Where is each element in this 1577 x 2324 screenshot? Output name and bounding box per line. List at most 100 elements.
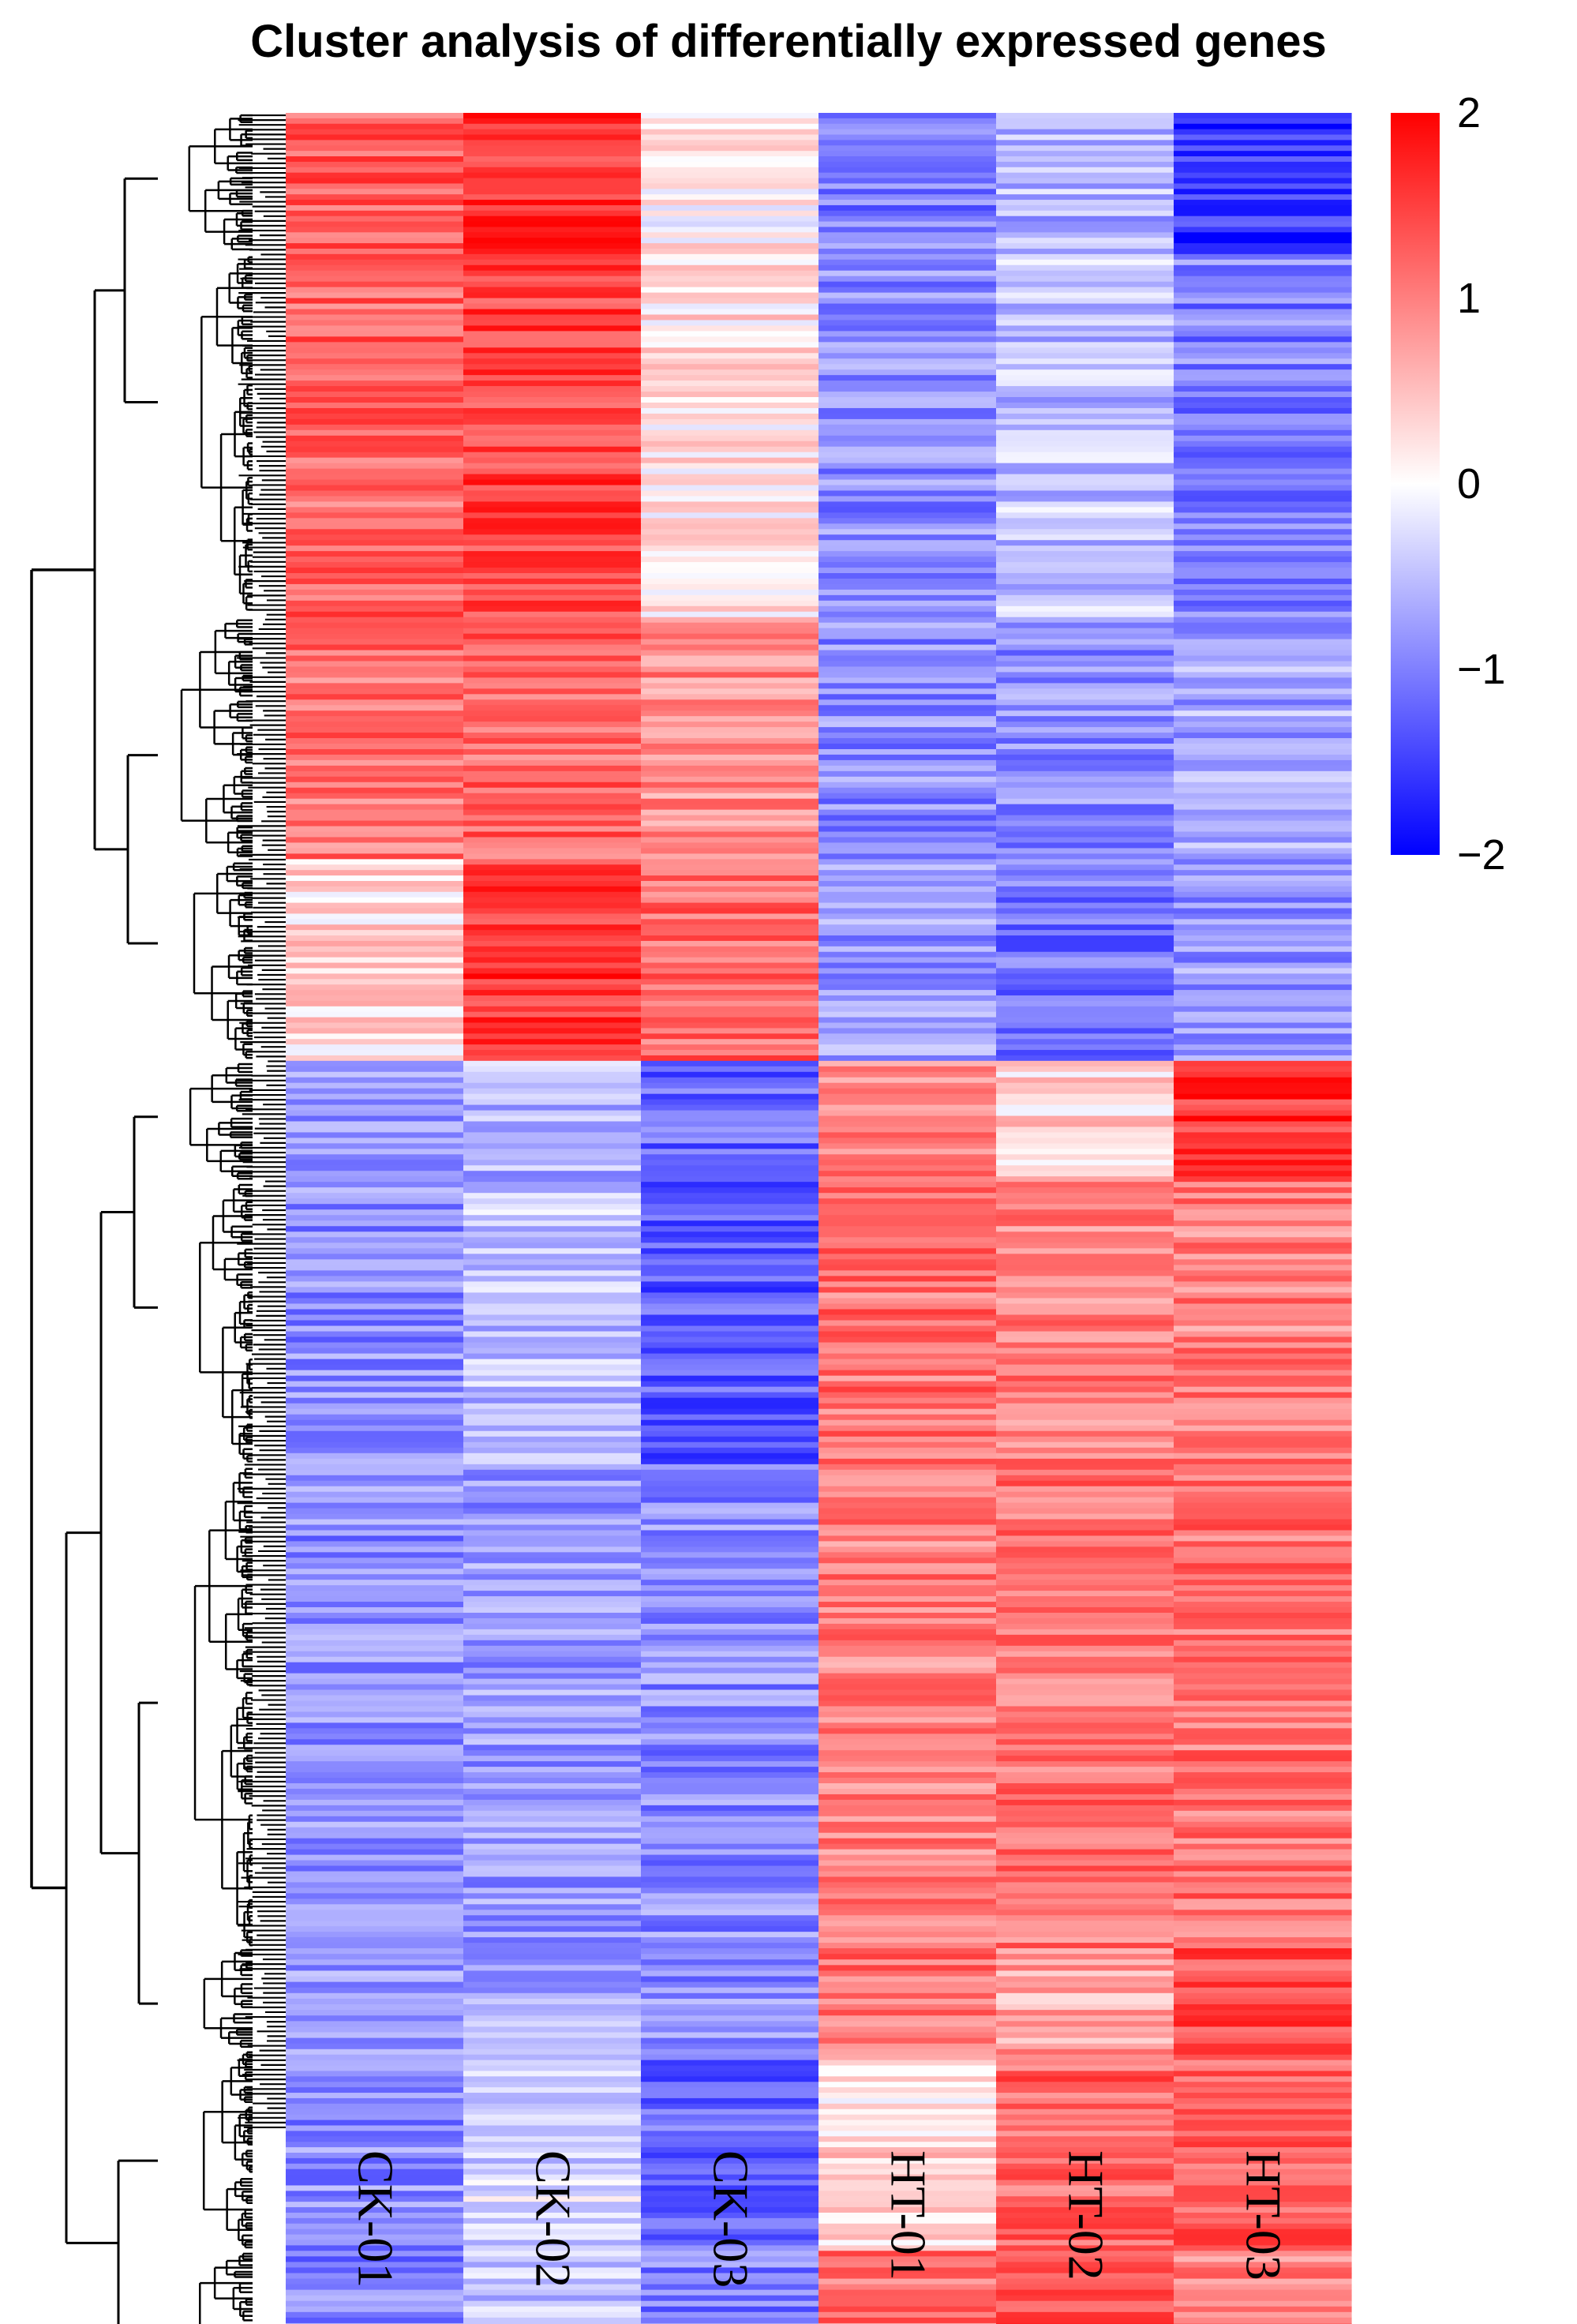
heatmap-cell [286, 446, 464, 453]
heatmap-cell [286, 1541, 464, 1547]
heatmap-cell [996, 1805, 1174, 1812]
heatmap-cell [463, 1959, 642, 1966]
heatmap-cell [818, 1667, 997, 1674]
heatmap-cell [286, 189, 464, 195]
heatmap-cell [1174, 2256, 1352, 2262]
heatmap-cell [463, 940, 642, 947]
heatmap-cell [818, 358, 997, 365]
heatmap-cell [818, 1673, 997, 1680]
heatmap-cell [1174, 2108, 1352, 2116]
heatmap-cell [818, 1656, 997, 1663]
heatmap-cell [463, 2060, 642, 2067]
heatmap-cell [1174, 1353, 1352, 1360]
heatmap-cell [996, 2202, 1174, 2208]
heatmap-cell [818, 1799, 997, 1806]
heatmap-cell [463, 1756, 642, 1762]
heatmap-cell [1174, 902, 1352, 909]
heatmap-cell [818, 1662, 997, 1669]
heatmap-cell [641, 1452, 819, 1460]
heatmap-cell [996, 1160, 1174, 1166]
heatmap-cell [818, 864, 997, 871]
heatmap-cell [641, 995, 819, 1002]
heatmap-cell [818, 1783, 997, 1790]
heatmap-cell [818, 2136, 997, 2142]
heatmap-cell [996, 1028, 1174, 1034]
heatmap-cell [286, 2153, 464, 2159]
heatmap-cell [818, 1717, 997, 1723]
heatmap-cell [1174, 2093, 1352, 2099]
heatmap-cell [641, 897, 819, 904]
heatmap-cell [463, 913, 642, 920]
heatmap-cell [996, 2185, 1174, 2191]
heatmap-cell [641, 2065, 819, 2072]
heatmap-cell [818, 1060, 997, 1067]
heatmap-cell [641, 1486, 819, 1493]
heatmap-cell [1174, 2180, 1352, 2187]
heatmap-cell [641, 1585, 819, 1591]
heatmap-cell [818, 995, 997, 1002]
heatmap-cell [463, 309, 642, 316]
heatmap-cell [641, 407, 819, 414]
heatmap-cell [641, 1370, 819, 1377]
heatmap-cell [1174, 1115, 1352, 1123]
heatmap-cell [463, 331, 642, 337]
heatmap-cell [818, 1954, 997, 1960]
heatmap-cell [996, 1700, 1174, 1707]
heatmap-cell [1174, 759, 1352, 767]
heatmap-cell [641, 1607, 819, 1614]
heatmap-cell [641, 1816, 819, 1823]
heatmap-cell [1174, 1408, 1352, 1415]
heatmap-cell [996, 1706, 1174, 1713]
heatmap-cell [1174, 831, 1352, 838]
heatmap-cell [1174, 639, 1352, 646]
heatmap-cell [818, 309, 997, 316]
heatmap-cell [641, 2060, 819, 2067]
heatmap-cell [641, 979, 819, 985]
heatmap-cell [463, 1243, 642, 1249]
heatmap-cell [996, 683, 1174, 689]
heatmap-cell [463, 1948, 642, 1955]
heatmap-cell [818, 1403, 997, 1410]
heatmap-cell [286, 1447, 464, 1454]
heatmap-cell [1174, 1044, 1352, 1051]
heatmap-cell [286, 287, 464, 294]
heatmap-cell [463, 870, 642, 876]
heatmap-cell [463, 413, 642, 420]
heatmap-cell [1174, 716, 1352, 722]
heatmap-cell [641, 1871, 819, 1878]
heatmap-cell [818, 1298, 997, 1305]
heatmap-cell [641, 694, 819, 700]
heatmap-cell [996, 1187, 1174, 1194]
heatmap-cell [286, 303, 464, 310]
heatmap-cell [996, 600, 1174, 607]
heatmap-cell [641, 496, 819, 503]
heatmap-cell [286, 227, 464, 233]
heatmap-cell [463, 2212, 642, 2219]
heatmap-cell [996, 1348, 1174, 1355]
heatmap-cell [641, 342, 819, 348]
heatmap-cell [818, 347, 997, 354]
heatmap-cell [463, 1778, 642, 1784]
heatmap-cell [463, 276, 642, 283]
heatmap-cell [286, 523, 464, 530]
heatmap-cell [641, 1799, 819, 1806]
heatmap-cell [996, 1854, 1174, 1861]
heatmap-cell [996, 1006, 1174, 1013]
heatmap-cell [286, 1392, 464, 1399]
heatmap-cell [286, 172, 464, 179]
heatmap-cell [286, 2147, 464, 2153]
heatmap-cell [818, 1452, 997, 1460]
heatmap-cell [818, 1193, 997, 1199]
heatmap-cell [818, 1557, 997, 1564]
heatmap-cell [996, 1475, 1174, 1482]
heatmap-cell [641, 2136, 819, 2142]
heatmap-cell [286, 2097, 464, 2105]
heatmap-cell [286, 1336, 464, 1344]
heatmap-cell [463, 243, 642, 249]
heatmap-cell [1174, 1226, 1352, 1232]
heatmap-cell [1174, 1876, 1352, 1884]
heatmap-cell [818, 485, 997, 492]
heatmap-cell [1174, 1854, 1352, 1861]
heatmap-cell [818, 1778, 997, 1784]
heatmap-cell [286, 2174, 464, 2181]
